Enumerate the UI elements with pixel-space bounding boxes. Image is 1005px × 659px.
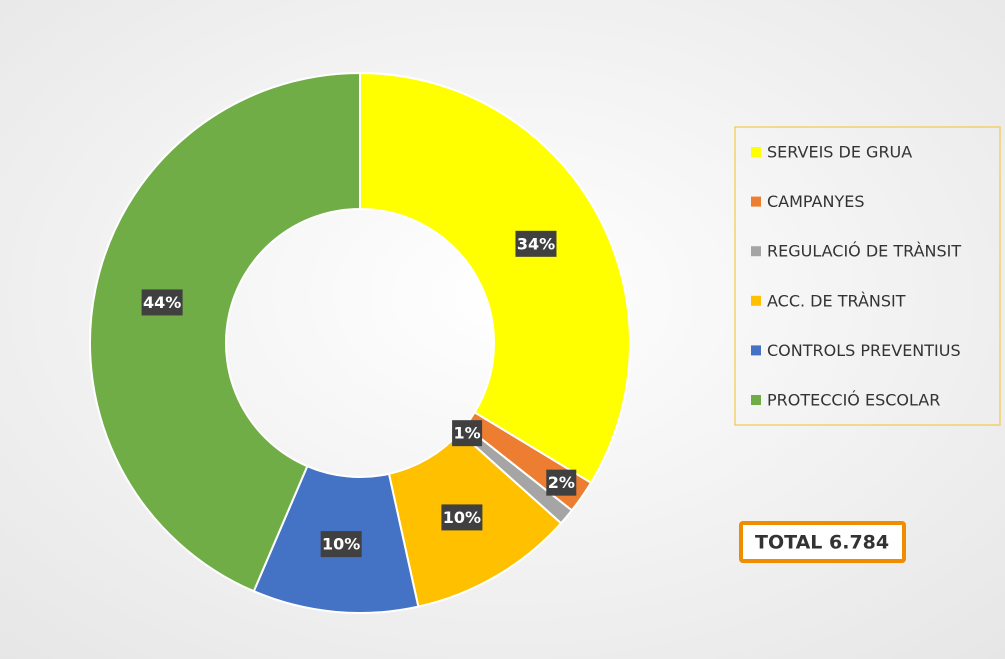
total-label: TOTAL 6.784 — [755, 532, 889, 554]
legend-swatch — [751, 246, 761, 257]
legend-label: CAMPANYES — [767, 192, 865, 211]
legend-swatch — [751, 295, 761, 306]
total-box — [739, 521, 906, 563]
legend-label: PROTECCIÓ ESCOLAR — [767, 391, 940, 410]
value-label: 2% — [548, 473, 575, 492]
value-label: 34% — [517, 234, 555, 253]
legend-label: REGULACIÓ DE TRÀNSIT — [767, 242, 961, 261]
value-label-box — [320, 531, 362, 558]
legend-swatch — [751, 345, 761, 356]
value-label: 44% — [143, 293, 181, 312]
value-label-box — [452, 420, 483, 447]
donut-slice — [89, 71, 361, 593]
value-label: 10% — [443, 508, 481, 527]
value-label: 1% — [454, 424, 481, 443]
legend-label: ACC. DE TRÀNSIT — [767, 291, 906, 310]
legend-label: SERVEIS DE GRUA — [767, 143, 912, 162]
value-label: 10% — [322, 535, 360, 554]
legend-swatch — [751, 147, 761, 157]
donut-slice — [359, 71, 631, 485]
value-label-box — [546, 469, 577, 496]
value-label-box — [441, 504, 483, 531]
legend-label: CONTROLS PREVENTIUS — [767, 341, 961, 360]
legend-swatch — [751, 395, 761, 405]
legend-swatch — [751, 196, 761, 207]
value-label-box — [141, 289, 183, 316]
value-label-box — [515, 230, 557, 257]
legend-box — [734, 126, 1001, 426]
